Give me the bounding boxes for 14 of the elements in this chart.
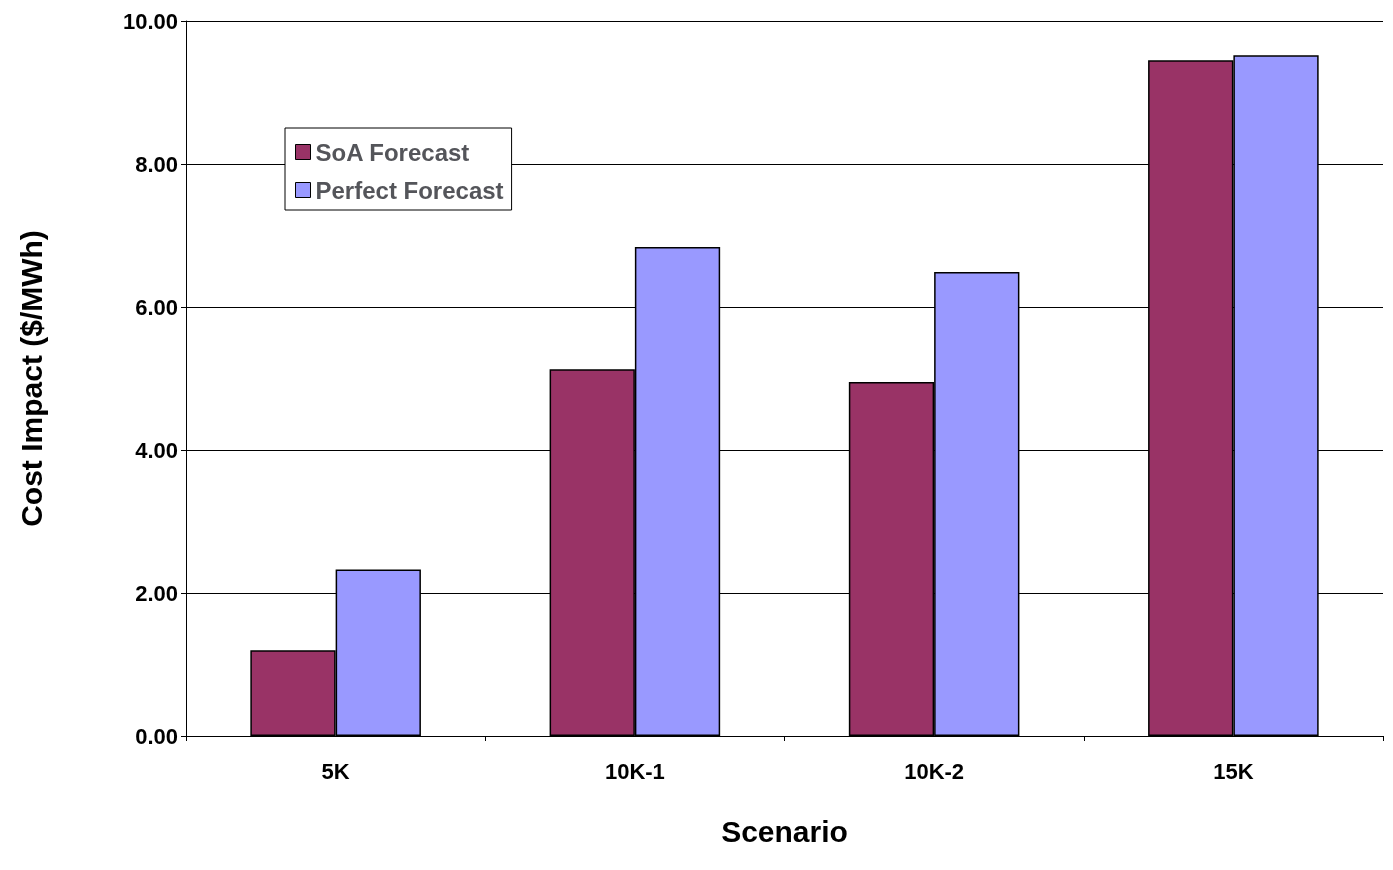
- legend-label: Perfect Forecast: [315, 176, 504, 204]
- y-tick-label: 6.00: [135, 294, 178, 320]
- x-tick-label: 5K: [321, 758, 350, 784]
- y-tick-label: 8.00: [135, 151, 178, 177]
- legend-label: SoA Forecast: [315, 138, 470, 166]
- x-axis-title: Scenario: [721, 814, 848, 848]
- y-tick-label: 0.00: [135, 723, 178, 749]
- x-tick-label: 10K-2: [904, 758, 965, 784]
- y-tick-label: 2.00: [135, 580, 178, 606]
- y-tick-label: 10.00: [122, 8, 178, 34]
- y-tick-label: 4.00: [135, 437, 178, 463]
- x-tick-label: 10K-1: [604, 758, 665, 784]
- x-tick-label: 15K: [1213, 758, 1254, 784]
- y-axis-title: Cost Impact ($/MWh): [14, 230, 48, 527]
